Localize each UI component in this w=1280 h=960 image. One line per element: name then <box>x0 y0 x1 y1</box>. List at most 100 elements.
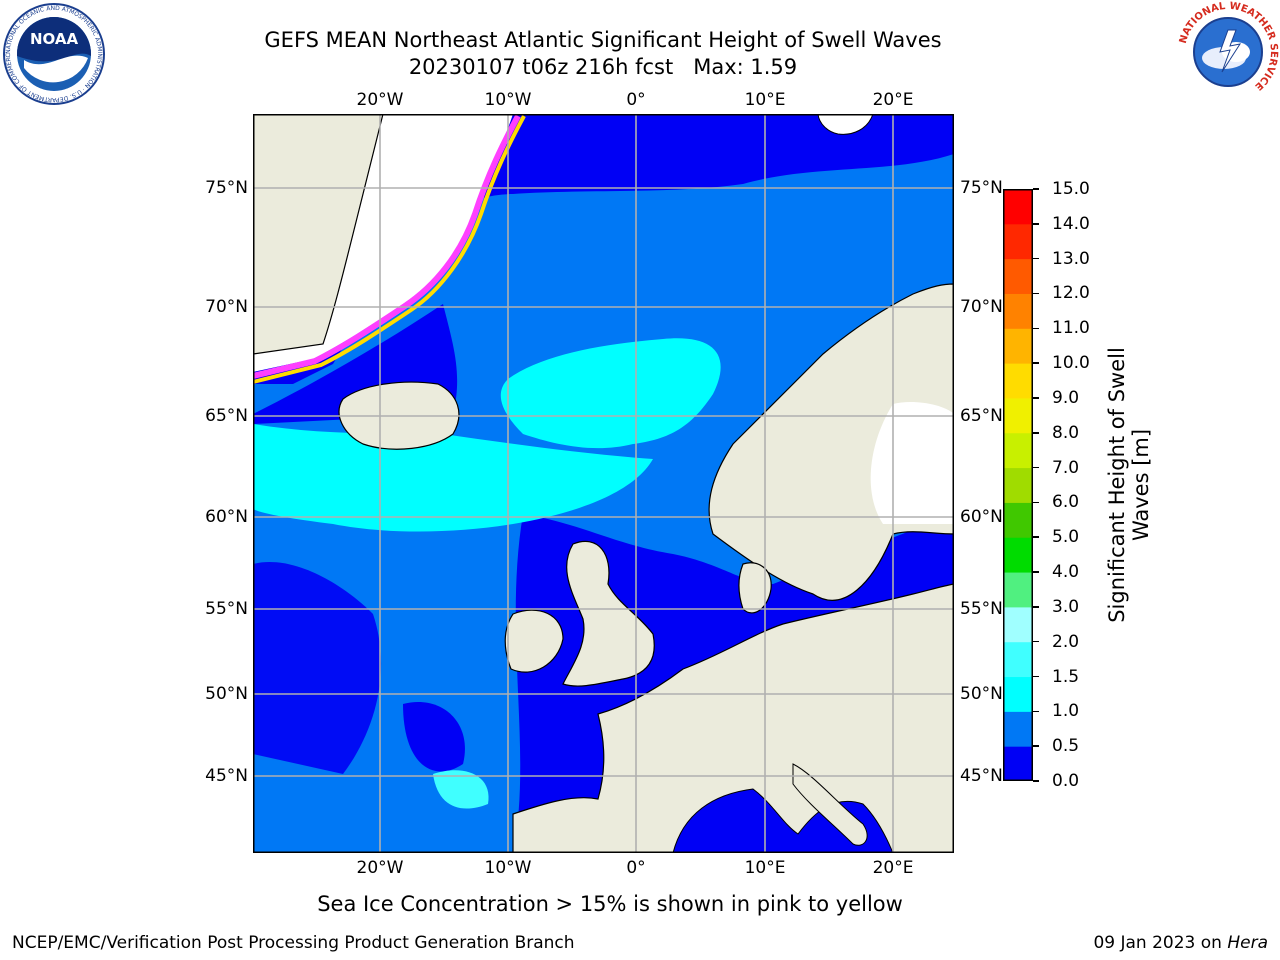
colorbar-segment <box>1003 746 1033 782</box>
colorbar-segment <box>1003 189 1033 225</box>
colorbar-tick-mark <box>1033 501 1039 504</box>
lat-tick-left-55n: 55°N <box>205 599 248 619</box>
lat-tick-right-45n: 45°N <box>960 766 1003 786</box>
lat-tick-left-45n: 45°N <box>205 766 248 786</box>
footer-machine: Hera <box>1227 933 1268 953</box>
colorbar-svg <box>1003 189 1033 782</box>
colorbar-label-line2: Waves [m] <box>1129 429 1152 541</box>
colorbar-tick-mark <box>1033 675 1039 678</box>
colorbar-segment <box>1003 293 1033 329</box>
colorbar-tick-label: 12.0 <box>1052 283 1090 304</box>
colorbar-segment <box>1003 641 1033 678</box>
colorbar-label-box: Significant Height of Swell Waves [m] <box>1104 260 1153 710</box>
colorbar-tick-label: 6.0 <box>1052 492 1080 513</box>
colorbar-tick-mark <box>1033 745 1039 747</box>
sea-ice-edge-yellow <box>252 115 526 384</box>
colorbar-tick-label: 15.0 <box>1052 179 1090 199</box>
sea-ice-edge-pink <box>252 114 521 379</box>
chart-title: GEFS MEAN Northeast Atlantic Significant… <box>264 28 942 52</box>
colorbar-segment <box>1003 537 1033 573</box>
lon-tick-bottom-0: 0° <box>626 858 646 878</box>
footer-date-text: 09 Jan 2023 on <box>1093 933 1222 953</box>
denmark <box>738 562 772 614</box>
lat-tick-left-60n: 60°N <box>205 507 248 527</box>
colorbar-tick-label: 3.0 <box>1052 596 1080 617</box>
colorbar-tick-mark <box>1033 571 1039 573</box>
colorbar-tick-mark <box>1033 397 1039 399</box>
colorbar-segment <box>1003 397 1033 434</box>
greenland-land <box>252 113 384 355</box>
colorbar <box>1003 189 1033 782</box>
colorbar-tick-label: 5.0 <box>1052 527 1080 548</box>
colorbar-tick-label: 11.0 <box>1052 318 1090 339</box>
lat-tick-right-50n: 50°N <box>960 684 1003 704</box>
lon-tick-top-10w: 10°W <box>484 90 532 110</box>
chart-subtitle: 20230107 t06z 216h fcst Max: 1.59 <box>408 55 798 79</box>
colorbar-segment <box>1003 606 1033 643</box>
swell-low-southwest <box>253 562 382 774</box>
lat-tick-right-60n: 60°N <box>960 507 1003 527</box>
colorbar-tick-mark <box>1033 466 1039 469</box>
lat-tick-right-55n: 55°N <box>960 599 1003 619</box>
colorbar-tick-mark <box>1033 606 1039 608</box>
colorbar-segment <box>1003 467 1033 503</box>
colorbar-frame <box>1003 189 1033 781</box>
colorbar-tick-mark <box>1033 327 1039 330</box>
lat-tick-left-50n: 50°N <box>205 684 248 704</box>
lon-tick-bottom-20e: 20°E <box>872 858 914 878</box>
swell-high-iceland-faroe <box>253 424 653 532</box>
footer-date: 09 Jan 2023 on Hera <box>1093 933 1268 953</box>
colorbar-segment <box>1003 572 1033 608</box>
colorbar-tick-mark <box>1033 536 1039 538</box>
colorbar-tick-mark <box>1033 292 1039 295</box>
colorbar-tick-label: 2.0 <box>1052 631 1080 652</box>
colorbar-tick-mark <box>1033 362 1039 364</box>
colorbar-tick-label: 10.0 <box>1052 353 1090 374</box>
svalbard <box>817 113 874 135</box>
lon-tick-top-20e: 20°E <box>872 90 914 110</box>
colorbar-tick-label: 1.5 <box>1052 666 1080 687</box>
map-frame <box>253 114 954 853</box>
colorbar-tick-label: 8.0 <box>1052 422 1080 443</box>
colorbar-label-line1: Significant Height of Swell <box>1105 347 1129 623</box>
lon-tick-top-20w: 20°W <box>356 90 404 110</box>
lon-tick-top-0: 0° <box>626 90 646 110</box>
colorbar-tick-label: 13.0 <box>1052 248 1090 269</box>
colorbar-tick-label: 7.0 <box>1052 457 1080 478</box>
lat-tick-right-65n: 65°N <box>960 406 1003 426</box>
map-svg <box>252 113 955 854</box>
swell-high-norwegian-sea <box>500 338 721 449</box>
ireland <box>504 609 564 673</box>
continental-europe <box>512 583 955 854</box>
colorbar-tick-mark <box>1033 223 1039 225</box>
colorbar-tick-mark <box>1033 188 1039 190</box>
lat-tick-left-65n: 65°N <box>205 406 248 426</box>
colorbar-segment <box>1003 711 1033 747</box>
colorbar-segment <box>1003 502 1033 538</box>
colorbar-tick-label: 14.0 <box>1052 213 1090 234</box>
colorbar-segment <box>1003 363 1033 399</box>
colorbar-segment <box>1003 258 1033 294</box>
nws-logo: NATIONAL WEATHER SERVICE <box>1176 0 1280 104</box>
colorbar-segment <box>1003 432 1033 469</box>
colorbar-segment <box>1003 676 1033 712</box>
graticule <box>253 114 954 853</box>
great-britain <box>562 540 655 687</box>
colorbar-tick-mark <box>1033 257 1039 260</box>
lon-tick-top-10e: 10°E <box>744 90 786 110</box>
gulf-of-bothnia-ice <box>870 402 954 524</box>
colorbar-tick-label: 1.0 <box>1052 701 1080 722</box>
swell-high-biscay <box>433 770 489 809</box>
lat-tick-left-75n: 75°N <box>205 178 248 198</box>
map-panel <box>252 113 955 854</box>
lat-tick-right-70n: 70°N <box>960 297 1003 317</box>
colorbar-tick-label: 9.0 <box>1052 387 1080 408</box>
lat-tick-left-70n: 70°N <box>205 297 248 317</box>
italy <box>792 763 868 846</box>
colorbar-tick-label: 0.5 <box>1052 736 1080 757</box>
colorbar-tick-mark <box>1033 640 1039 643</box>
lat-tick-right-75n: 75°N <box>960 178 1003 198</box>
swell-low-patch <box>403 702 465 772</box>
colorbar-tick-mark <box>1033 710 1039 713</box>
lon-tick-bottom-20w: 20°W <box>356 858 404 878</box>
